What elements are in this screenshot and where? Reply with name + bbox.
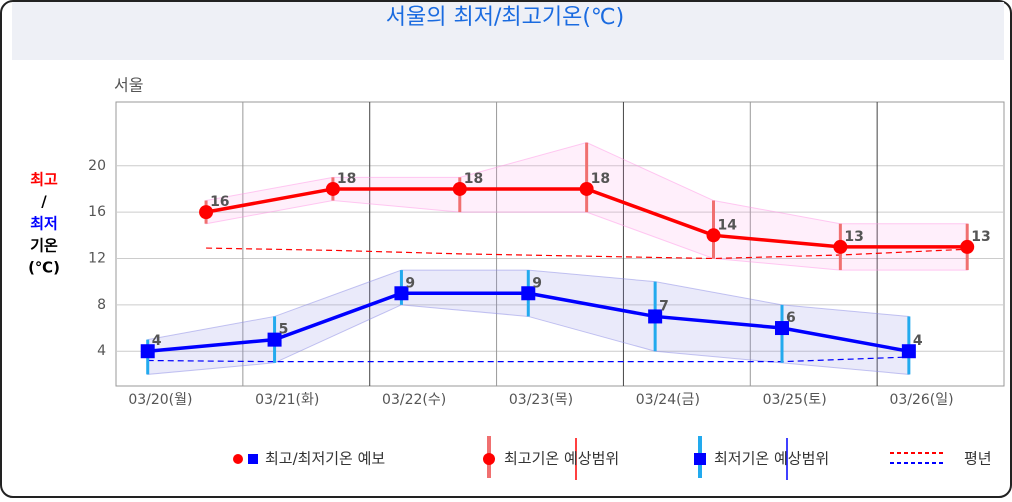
y-tick-label: 8 <box>97 297 106 313</box>
y-tick-label: 4 <box>97 343 106 359</box>
point <box>452 181 467 196</box>
point <box>648 309 663 324</box>
x-tick-label: 03/25(토) <box>763 392 827 408</box>
value-label: 18 <box>591 171 610 187</box>
point <box>901 344 916 359</box>
y-axis-label: / <box>41 193 47 211</box>
point <box>775 321 789 336</box>
y-axis-label: 최저 <box>30 215 58 233</box>
subtitle: 서울 <box>114 76 143 95</box>
legend-label: 평년 <box>964 450 992 468</box>
title-band <box>12 2 1004 60</box>
y-axis-label: 최고 <box>30 171 58 189</box>
value-label: 13 <box>971 229 990 245</box>
legend-icon <box>694 453 706 465</box>
point <box>960 239 975 254</box>
legend-icon <box>483 453 495 465</box>
y-tick-label: 20 <box>88 158 106 174</box>
value-label: 4 <box>913 333 923 349</box>
legend-label: 최저기온 예상범위 <box>714 450 829 468</box>
legend-icon <box>233 454 243 464</box>
x-tick-label: 03/22(수) <box>382 392 446 408</box>
x-tick-label: 03/24(금) <box>636 392 700 408</box>
point <box>833 239 848 254</box>
value-label: 9 <box>405 275 415 291</box>
plot-area <box>115 101 1005 387</box>
point <box>394 286 409 301</box>
value-label: 4 <box>152 333 162 349</box>
y-tick-label: 16 <box>88 204 106 220</box>
value-label: 14 <box>717 217 737 233</box>
point <box>199 205 214 220</box>
x-tick-label: 03/21(화) <box>255 392 319 408</box>
value-label: 9 <box>532 275 542 291</box>
value-label: 18 <box>337 171 356 187</box>
point <box>706 228 721 243</box>
value-label: 13 <box>844 229 863 245</box>
point <box>325 181 340 196</box>
x-tick-label: 03/20(월) <box>128 392 192 408</box>
value-label: 18 <box>464 171 483 187</box>
point <box>521 286 536 301</box>
point <box>267 332 282 347</box>
legend-label: 최고/최저기온 예보 <box>265 450 385 468</box>
value-label: 6 <box>786 310 796 326</box>
x-tick-label: 03/23(목) <box>509 392 573 408</box>
value-label: 16 <box>210 194 229 210</box>
legend-label: 최고기온 예상범위 <box>504 450 619 468</box>
value-label: 5 <box>279 322 289 338</box>
x-tick-label: 03/26(일) <box>889 392 953 408</box>
chart-title: 서울의 최저/최고기온(℃) <box>386 5 624 30</box>
y-axis-label: (℃) <box>28 259 60 277</box>
point <box>140 344 155 359</box>
legend-icon <box>248 454 258 464</box>
y-tick-label: 12 <box>88 250 106 266</box>
point <box>579 181 594 196</box>
y-axis-label: 기온 <box>30 237 58 255</box>
value-label: 7 <box>659 298 669 314</box>
